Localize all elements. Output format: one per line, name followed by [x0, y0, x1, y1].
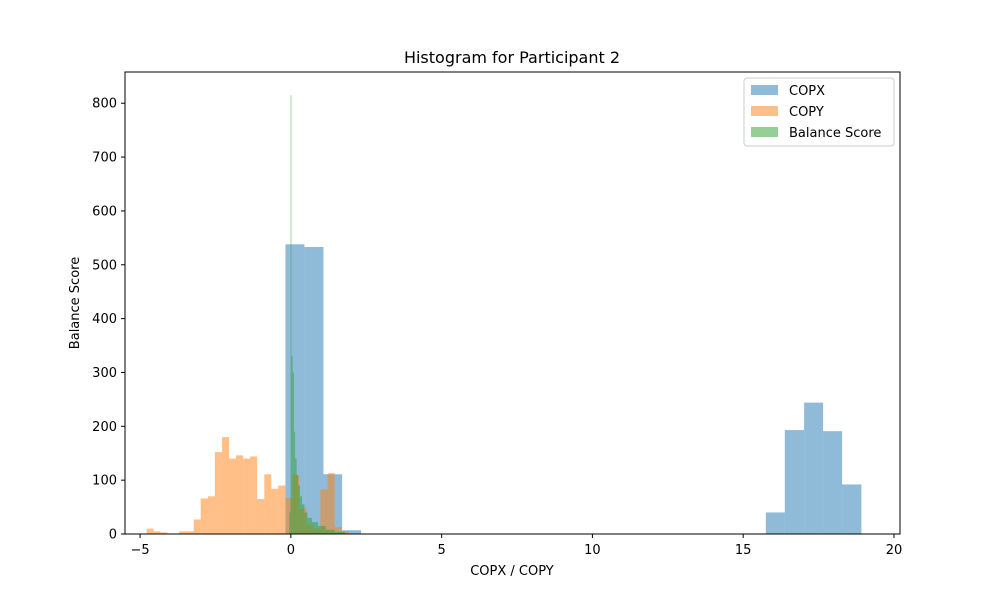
y-ticks: 0 100 200 300 400 500 600 700 800	[92, 97, 125, 543]
legend-label: COPY	[789, 105, 824, 120]
histogram-bar	[292, 372, 294, 534]
x-tick-label: 20	[886, 543, 903, 558]
chart-title: Histogram for Participant 2	[404, 48, 620, 67]
x-tick-label: 5	[437, 543, 445, 558]
histogram-bar	[160, 532, 168, 534]
histogram-bar	[290, 95, 292, 535]
x-tick-label: 10	[584, 543, 601, 558]
legend-label: COPX	[789, 84, 825, 99]
histogram-bar	[257, 499, 265, 534]
histogram-bar	[299, 496, 303, 534]
legend-swatch	[751, 85, 778, 95]
x-tick-label: 0	[287, 543, 295, 558]
y-tick-label: 100	[92, 474, 117, 489]
histogram-bar	[293, 431, 296, 534]
y-tick-label: 700	[92, 151, 117, 166]
x-tick-label: 15	[735, 543, 752, 558]
histogram-bar	[278, 485, 286, 534]
histogram-bar	[842, 484, 862, 534]
histogram-bar	[243, 458, 251, 534]
histogram-bar	[304, 247, 324, 534]
plot-frame	[124, 71, 901, 535]
histogram-bar	[307, 517, 312, 534]
histogram-bar	[291, 356, 293, 534]
series-balance-score	[289, 95, 346, 535]
x-ticks: −5 0 5 10 15 20	[130, 534, 902, 558]
histogram-bar	[179, 531, 187, 534]
y-tick-label: 300	[92, 366, 117, 381]
y-tick-label: 400	[92, 312, 117, 327]
histogram-bar	[271, 488, 279, 534]
histogram-bar	[334, 531, 346, 534]
histogram-bar	[207, 496, 215, 534]
histogram-bar	[153, 531, 161, 534]
histogram-bar	[235, 455, 244, 534]
y-tick-label: 800	[92, 97, 117, 112]
y-tick-label: 600	[92, 204, 117, 219]
histogram-bar	[285, 497, 293, 534]
histogram-bar	[342, 530, 362, 534]
histogram-bar	[295, 458, 297, 534]
histogram-bar	[250, 456, 258, 534]
y-tick-label: 200	[92, 420, 117, 435]
histogram-bar	[320, 489, 328, 534]
histogram-bar	[334, 527, 342, 534]
histogram-bar	[264, 474, 272, 534]
histogram-bar	[823, 431, 843, 534]
histogram-bar	[200, 498, 208, 534]
legend-items: COPX COPY Balance Score	[751, 84, 881, 141]
bars-layer	[146, 95, 862, 535]
legend-label: Balance Score	[789, 126, 881, 141]
histogram-bar	[341, 531, 349, 534]
histogram-bar	[193, 519, 201, 534]
histogram-bar	[311, 522, 318, 534]
histogram-bar	[222, 437, 230, 534]
histogram-bar	[765, 512, 785, 534]
histogram-bar	[318, 525, 326, 534]
histogram-bar	[804, 402, 824, 534]
histogram-bar	[229, 458, 236, 534]
y-axis-label: Balance Score	[68, 257, 83, 349]
series-copx	[285, 244, 862, 534]
histogram-bar	[186, 531, 194, 534]
histogram-bar	[214, 452, 223, 534]
histogram-bar	[296, 474, 299, 534]
histogram-bar	[302, 504, 305, 534]
histogram-bar	[285, 244, 305, 534]
x-tick-label: −5	[130, 543, 149, 558]
histogram-bar	[298, 485, 300, 534]
legend-box	[743, 77, 895, 147]
y-tick-label: 0	[109, 528, 117, 543]
histogram-bar	[325, 529, 335, 534]
y-tick-label: 500	[92, 258, 117, 273]
histogram-bar	[784, 430, 805, 534]
histogram-bar	[327, 473, 335, 534]
legend-swatch	[751, 127, 778, 137]
legend-swatch	[751, 106, 778, 116]
legend: COPX COPY Balance Score	[743, 77, 895, 147]
histogram-bar	[146, 528, 154, 534]
histogram-bar	[304, 512, 308, 534]
histogram-bar	[289, 512, 291, 534]
x-axis-label: COPX / COPY	[470, 564, 554, 579]
